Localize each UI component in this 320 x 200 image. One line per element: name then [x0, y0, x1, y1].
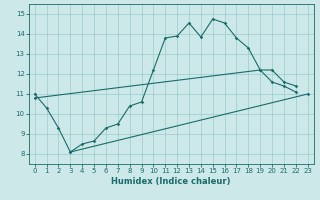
X-axis label: Humidex (Indice chaleur): Humidex (Indice chaleur) — [111, 177, 231, 186]
